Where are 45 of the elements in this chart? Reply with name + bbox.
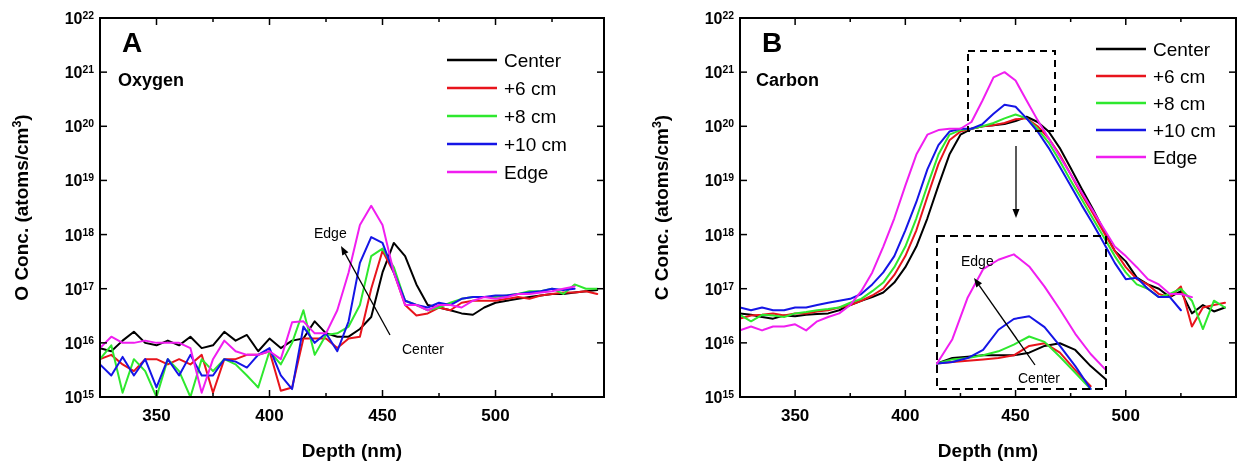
x-axis-title: Depth (nm)	[301, 440, 403, 461]
x-tick-label: 350	[142, 406, 171, 425]
annotation: Edge	[314, 225, 347, 241]
x-tick-label: 450	[368, 406, 397, 425]
legend-label: Center	[1153, 39, 1211, 60]
x-tick-label: 400	[255, 406, 284, 425]
y-tick-label: 10$^{16}$	[704, 334, 735, 352]
legend-label: Center	[504, 50, 562, 71]
chart-title: B	[762, 27, 783, 58]
x-tick-label: 350	[780, 406, 810, 425]
y-tick-label: 10$^{19}$	[704, 171, 735, 190]
annotation: Center	[402, 341, 445, 357]
y-tick-label: 10$^{21}$	[64, 63, 95, 82]
text: Oxygen	[118, 70, 185, 90]
y-tick-label: 10$^{20}$	[64, 117, 95, 136]
legend-label: Edge	[1153, 147, 1198, 168]
y-tick-label: 10$^{18}$	[64, 226, 95, 244]
y-tick-label: 10$^{15}$	[704, 388, 735, 406]
x-tick-label: 500	[1111, 406, 1140, 425]
legend-label: +6 cm	[504, 78, 557, 99]
legend-label: +10 cm	[504, 134, 567, 155]
y-tick-label: 10$^{21}$	[704, 63, 735, 82]
x-tick-label: 400	[891, 406, 920, 425]
legend-label: +6 cm	[1153, 66, 1206, 87]
y-tick-label: 10$^{19}$	[64, 171, 95, 190]
line-series	[100, 204, 576, 394]
x-tick-label: 500	[481, 406, 510, 425]
legend-label: +10 cm	[1153, 120, 1216, 141]
chart-title: A	[122, 27, 143, 58]
y-tick-label: 10$^{15}$	[64, 388, 95, 406]
y-tick-label: 10$^{20}$	[704, 117, 735, 136]
legend-label: +8 cm	[1153, 93, 1206, 114]
text: Carbon	[756, 70, 819, 90]
y-tick-label: 10$^{16}$	[64, 334, 95, 352]
annotation: Edge	[961, 253, 994, 269]
x-axis-title: Depth (nm)	[937, 440, 1039, 461]
legend-label: +8 cm	[504, 106, 557, 127]
y-tick-label: 10$^{22}$	[704, 9, 735, 27]
y-tick-label: 10$^{22}$	[64, 9, 95, 27]
x-tick-label: 450	[1001, 406, 1030, 425]
annotation: Center	[1018, 370, 1061, 386]
y-tick-label: 10$^{17}$	[64, 280, 95, 298]
legend-label: Edge	[504, 162, 549, 183]
y-tick-label: 10$^{18}$	[704, 226, 735, 244]
y-tick-label: 10$^{17}$	[704, 280, 735, 298]
